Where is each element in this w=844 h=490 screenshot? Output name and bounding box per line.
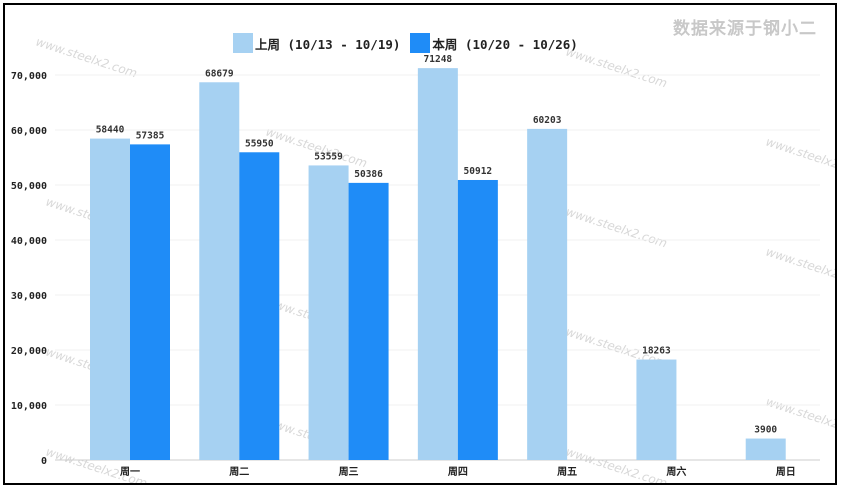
x-category-label: 周日 <box>776 466 796 478</box>
bar-value-label: 18263 <box>642 346 671 357</box>
y-tick-label: 0 <box>41 456 47 467</box>
bar-this-week <box>348 182 389 460</box>
y-tick-label: 10,000 <box>11 401 47 412</box>
y-tick-label: 70,000 <box>11 71 47 82</box>
bar-chart: www.steelx2.com www.steelx2.com www.steelx… <box>11 35 837 483</box>
y-tick-label: 30,000 <box>11 291 47 302</box>
x-category-label: 周四 <box>448 466 468 478</box>
y-tick-label: 50,000 <box>11 181 47 192</box>
bar-last-week <box>636 359 677 460</box>
background-watermark-text: www.steelx2.com <box>34 35 139 81</box>
bar-value-label: 53559 <box>314 151 343 162</box>
bar-value-label: 57385 <box>136 130 165 141</box>
x-category-label: 周三 <box>339 466 359 478</box>
legend: 上周 (10/13 - 10/19) 本周 (10/20 - 10/26) <box>233 33 578 53</box>
legend-label-last-week: 上周 (10/13 - 10/19) <box>255 36 401 52</box>
bar-last-week <box>308 165 349 460</box>
background-watermark-text: www.steelx2.com <box>264 125 369 171</box>
legend-item-last-week[interactable]: 上周 (10/13 - 10/19) <box>233 33 400 53</box>
bar-value-label: 55950 <box>245 138 274 149</box>
legend-swatch-this-week <box>410 33 431 53</box>
x-category-label: 周二 <box>229 466 249 478</box>
bar-value-label: 60203 <box>533 115 562 126</box>
x-category-label: 周一 <box>120 466 140 478</box>
bar-this-week <box>239 152 280 460</box>
background-watermark-text: www.steelx2.com <box>764 245 837 291</box>
x-category-label: 周六 <box>666 465 686 478</box>
bar-last-week <box>745 438 786 460</box>
bar-last-week <box>199 82 240 460</box>
bar-value-label: 68679 <box>205 68 234 79</box>
labels-layer: 0 10,000 20,000 30,000 40,000 50,000 60,000 70,… <box>11 54 796 478</box>
legend-item-this-week[interactable]: 本周 (10/20 - 10/26) <box>410 33 578 53</box>
bar-value-label: 50912 <box>464 166 493 177</box>
background-watermark-text: www.steelx2.com <box>564 45 669 91</box>
chart-frame: www.steelx2.com www.steelx2.com www.steelx… <box>3 3 837 485</box>
x-category-label: 周五 <box>557 466 577 478</box>
bar-last-week <box>90 138 130 460</box>
source-watermark: 数据来源于钢小二 <box>673 19 817 39</box>
y-tick-label: 60,000 <box>11 126 47 137</box>
background-watermark-text: www.steelx2.com <box>764 135 837 181</box>
bar-last-week <box>527 128 568 461</box>
y-tick-label: 20,000 <box>11 346 47 357</box>
legend-swatch-last-week <box>233 33 253 53</box>
y-tick-label: 40,000 <box>11 236 47 247</box>
bar-value-label: 58440 <box>96 125 125 136</box>
bar-this-week <box>457 179 498 460</box>
bar-value-label: 50386 <box>354 169 383 180</box>
bar-value-label: 3900 <box>754 425 777 436</box>
bars-layer <box>90 68 786 461</box>
background-watermark-text: www.steelx2.com <box>564 205 669 251</box>
bar-value-label: 71248 <box>424 54 453 65</box>
bar-last-week <box>417 68 458 461</box>
legend-label-this-week: 本周 (10/20 - 10/26) <box>432 36 578 52</box>
bar-this-week <box>130 144 170 460</box>
